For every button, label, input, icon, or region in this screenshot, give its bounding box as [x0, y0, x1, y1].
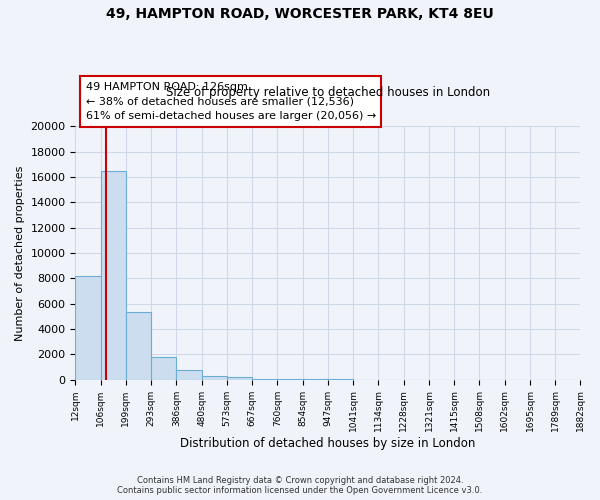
- Bar: [151, 358, 176, 380]
- Bar: [101, 170, 126, 380]
- Bar: [227, 377, 253, 380]
- Y-axis label: Number of detached properties: Number of detached properties: [15, 166, 25, 340]
- Bar: [76, 276, 101, 380]
- Text: Contains HM Land Registry data © Crown copyright and database right 2024.
Contai: Contains HM Land Registry data © Crown c…: [118, 476, 482, 495]
- Bar: [277, 379, 303, 380]
- Bar: [202, 376, 227, 380]
- Text: 49 HAMPTON ROAD: 126sqm
← 38% of detached houses are smaller (12,536)
61% of sem: 49 HAMPTON ROAD: 126sqm ← 38% of detache…: [86, 82, 376, 121]
- Text: 49, HAMPTON ROAD, WORCESTER PARK, KT4 8EU: 49, HAMPTON ROAD, WORCESTER PARK, KT4 8E…: [106, 8, 494, 22]
- X-axis label: Distribution of detached houses by size in London: Distribution of detached houses by size …: [180, 437, 476, 450]
- Bar: [176, 370, 202, 380]
- Bar: [126, 312, 151, 380]
- Bar: [253, 379, 277, 380]
- Title: Size of property relative to detached houses in London: Size of property relative to detached ho…: [166, 86, 490, 98]
